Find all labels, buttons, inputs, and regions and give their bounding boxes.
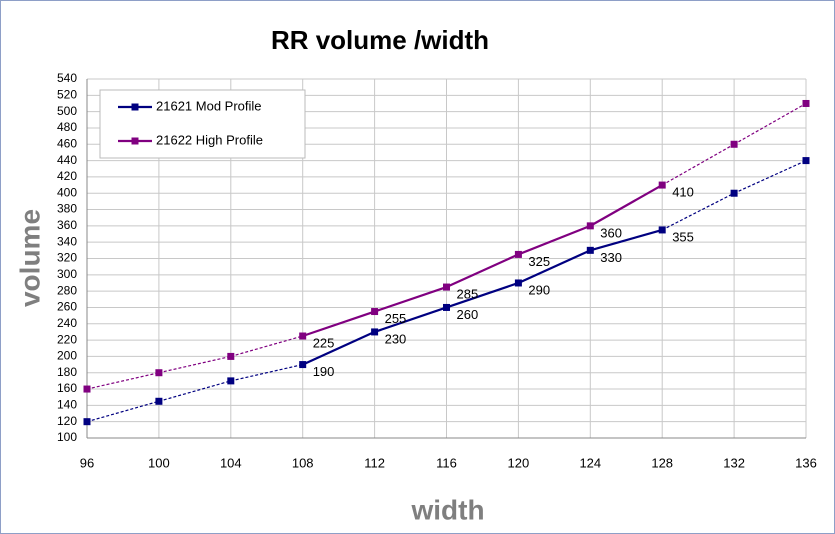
line-segment [589, 184, 663, 227]
marker [443, 303, 450, 311]
marker [514, 250, 522, 258]
marker [658, 226, 666, 234]
line-segment [661, 143, 735, 186]
marker [227, 377, 235, 385]
y-tick-label: 180 [57, 365, 77, 379]
line-segment [517, 224, 591, 256]
y-tick-label: 260 [57, 300, 77, 314]
data-label: 360 [600, 225, 622, 240]
y-tick-label: 340 [57, 234, 77, 248]
marker [83, 418, 91, 426]
data-label: 325 [528, 254, 550, 269]
x-tick-label: 108 [292, 455, 314, 470]
x-tick-label: 96 [80, 455, 94, 470]
legend-marker [131, 103, 139, 111]
line-segment [374, 306, 447, 333]
line-segment [302, 310, 375, 338]
x-axis-label: width [410, 494, 484, 525]
y-tick-label: 420 [57, 169, 77, 183]
x-tick-label: 112 [364, 455, 385, 470]
line-segment [733, 160, 807, 194]
legend-label: 21622 High Profile [156, 132, 263, 147]
marker [658, 181, 666, 189]
marker [730, 140, 738, 148]
data-label: 225 [313, 335, 335, 350]
data-label: 410 [672, 185, 694, 200]
x-tick-label: 116 [436, 455, 457, 470]
marker [730, 189, 738, 197]
marker [299, 361, 307, 369]
data-label: 255 [385, 311, 407, 326]
y-tick-label: 400 [57, 185, 77, 199]
x-tick-label: 124 [579, 455, 601, 470]
line-segment [158, 380, 231, 402]
marker [83, 385, 91, 393]
data-label: 190 [313, 364, 335, 379]
marker [586, 222, 594, 230]
marker [299, 332, 307, 340]
y-tick-label: 140 [57, 398, 77, 412]
y-tick-label: 120 [57, 414, 77, 428]
x-tick-label: 120 [508, 455, 530, 470]
x-tick-label: 132 [723, 455, 745, 470]
line-segment [302, 330, 376, 366]
marker [802, 157, 810, 165]
y-tick-label: 300 [57, 267, 77, 281]
marker [371, 308, 379, 316]
line-segment [589, 228, 663, 252]
line-segment [733, 102, 807, 145]
line-segment [230, 335, 303, 357]
data-label: 330 [600, 250, 622, 265]
line-segment [230, 363, 303, 382]
legend-label: 21621 Mod Profile [156, 98, 262, 113]
y-tick-label: 500 [57, 104, 77, 118]
y-tick-label: 220 [57, 332, 77, 346]
marker [371, 328, 379, 336]
line-segment [517, 249, 591, 284]
y-tick-label: 200 [57, 349, 77, 363]
marker [802, 99, 810, 107]
legend-marker [131, 137, 139, 145]
legend-box [99, 89, 306, 159]
x-tick-label: 136 [795, 455, 817, 470]
line-segment [158, 355, 231, 374]
x-tick-label: 100 [148, 455, 170, 470]
y-tick-label: 160 [57, 381, 77, 395]
y-tick-label: 540 [57, 71, 77, 85]
marker [155, 369, 163, 377]
data-label: 230 [385, 331, 407, 346]
line-segment [446, 281, 519, 309]
data-label: 285 [457, 286, 479, 301]
data-label: 290 [528, 282, 550, 297]
data-label: 260 [457, 307, 479, 322]
line-segment [661, 192, 735, 231]
y-tick-label: 100 [57, 430, 77, 444]
y-tick-label: 440 [57, 153, 77, 167]
line-segment [374, 286, 447, 313]
y-tick-label: 380 [57, 202, 77, 216]
y-tick-label: 360 [57, 218, 77, 232]
line-segment [86, 372, 160, 390]
y-tick-label: 480 [57, 120, 77, 134]
y-tick-label: 520 [57, 87, 77, 101]
marker [227, 352, 235, 360]
marker [443, 283, 450, 291]
x-tick-label: 128 [651, 455, 673, 470]
x-tick-label: 104 [220, 455, 242, 470]
marker [155, 397, 163, 405]
line-segment [446, 253, 519, 289]
chart-title: RR volume /width [271, 25, 489, 55]
y-tick-label: 460 [57, 136, 77, 150]
line-segment [86, 400, 160, 423]
marker [514, 279, 522, 287]
y-axis-label: volume [14, 209, 45, 307]
data-label: 355 [672, 229, 694, 244]
y-tick-label: 240 [57, 316, 77, 330]
y-tick-label: 320 [57, 251, 77, 265]
y-tick-label: 280 [57, 283, 77, 297]
marker [586, 246, 594, 254]
